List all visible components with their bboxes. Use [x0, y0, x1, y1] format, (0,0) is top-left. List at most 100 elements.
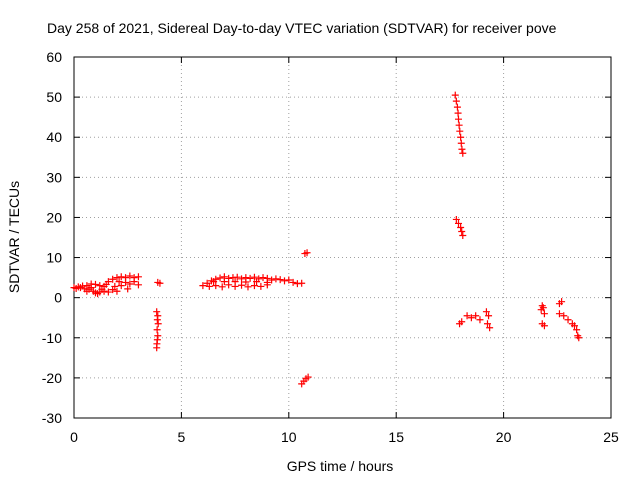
data-point — [134, 281, 142, 289]
y-tick-label: -20 — [42, 370, 62, 386]
data-point — [126, 280, 134, 288]
data-point — [454, 219, 462, 227]
data-point — [83, 287, 91, 295]
data-point — [233, 273, 241, 281]
data-point — [458, 145, 466, 153]
data-point — [482, 308, 490, 316]
data-point — [153, 344, 161, 352]
y-tick-label: -10 — [42, 330, 62, 346]
data-point — [263, 278, 271, 286]
chart-title: Day 258 of 2021, Sidereal Day-to-day VTE… — [47, 20, 557, 36]
data-point — [259, 274, 267, 282]
y-tick-label: -30 — [42, 410, 62, 426]
x-tick-label: 10 — [281, 429, 297, 445]
data-point — [454, 115, 462, 123]
y-tick-label: 50 — [46, 89, 62, 105]
data-point — [238, 275, 246, 283]
data-point — [134, 273, 142, 281]
data-point — [153, 326, 161, 334]
data-point — [257, 282, 265, 290]
data-point — [564, 316, 572, 324]
data-point — [539, 304, 547, 312]
data-point — [216, 274, 224, 282]
data-point — [303, 249, 311, 257]
data-point — [220, 278, 228, 286]
data-point — [205, 282, 213, 290]
data-point — [459, 149, 467, 157]
data-point — [113, 274, 121, 282]
data-point — [100, 287, 108, 295]
data-point — [540, 310, 548, 318]
data-point — [467, 314, 475, 322]
data-point — [486, 324, 494, 332]
data-points — [70, 91, 583, 388]
data-point — [126, 272, 134, 280]
data-point — [91, 280, 99, 288]
data-point — [459, 231, 467, 239]
data-point — [96, 282, 104, 290]
x-tick-label: 20 — [496, 429, 512, 445]
y-tick-labels: -30 -20 -10 0 10 20 30 40 50 60 — [42, 49, 62, 426]
y-tick-label: 30 — [46, 169, 62, 185]
data-point — [210, 278, 218, 286]
data-point — [250, 273, 258, 281]
data-point — [153, 308, 161, 316]
y-axis-title: SDTVAR / TECUs — [6, 181, 22, 293]
data-point — [104, 288, 112, 296]
data-point — [117, 273, 125, 281]
data-point — [298, 279, 306, 287]
y-tick-label: 60 — [46, 49, 62, 65]
data-point — [540, 322, 548, 330]
data-point — [124, 285, 132, 293]
data-point — [156, 279, 164, 287]
data-point — [104, 278, 112, 286]
data-point — [281, 277, 289, 285]
data-point — [289, 278, 297, 286]
data-point — [304, 373, 312, 381]
data-point — [457, 223, 465, 231]
data-point — [456, 127, 464, 135]
data-point — [455, 121, 463, 129]
data-point — [153, 316, 161, 324]
data-point — [485, 312, 493, 320]
data-point — [452, 215, 460, 223]
data-point — [218, 283, 226, 291]
data-point — [560, 312, 568, 320]
data-point — [476, 316, 484, 324]
data-point — [570, 322, 578, 330]
data-point — [472, 312, 480, 320]
data-point — [111, 282, 119, 290]
data-point — [199, 282, 207, 290]
data-point — [457, 133, 465, 141]
data-point — [117, 282, 125, 290]
y-tick-label: 20 — [46, 209, 62, 225]
plot-frame — [73, 56, 612, 419]
data-point — [575, 334, 583, 342]
data-point — [458, 227, 466, 235]
x-tick-labels: 0 5 10 15 20 25 — [70, 429, 619, 445]
data-point — [242, 278, 250, 286]
data-point — [276, 276, 284, 284]
data-point — [250, 282, 258, 290]
y-tick-label: 0 — [54, 290, 62, 306]
data-point — [231, 278, 239, 286]
data-point — [154, 320, 162, 328]
data-point — [452, 97, 460, 105]
data-point — [457, 139, 465, 147]
grid-lines — [74, 57, 611, 418]
data-point — [109, 275, 117, 283]
data-point — [451, 91, 459, 99]
data-point — [454, 109, 462, 117]
data-point — [453, 103, 461, 111]
data-point — [113, 287, 121, 295]
data-point — [558, 298, 566, 306]
x-tick-label: 5 — [178, 429, 186, 445]
data-point — [253, 278, 261, 286]
x-axis-title: GPS time / hours — [287, 458, 394, 474]
x-tick-label: 15 — [388, 429, 404, 445]
data-point — [458, 318, 466, 326]
data-point — [555, 310, 563, 318]
data-point — [225, 281, 233, 289]
data-point — [246, 274, 254, 282]
